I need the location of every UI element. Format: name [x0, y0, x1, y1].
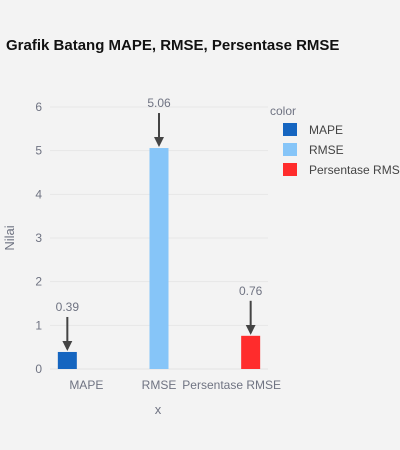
x-tick-label-rmse: RMSE: [142, 378, 177, 392]
x-tick-label-persentase-rmse: Persentase RMSE: [182, 378, 281, 392]
y-tick-label-5: 5: [35, 144, 42, 158]
y-tick-label-3: 3: [35, 231, 42, 245]
y-tick-label-2: 2: [35, 275, 42, 289]
y-tick-label-6: 6: [35, 100, 42, 114]
legend-label-persentase-rmse: Persentase RMS: [309, 163, 400, 177]
x-axis-ticks: MAPE RMSE Persentase RMSE: [69, 378, 281, 392]
y-tick-label-4: 4: [35, 187, 42, 201]
y-axis-ticks: 0 1 2 3 4 5 6: [35, 100, 42, 376]
legend-swatch-mape: [283, 123, 297, 136]
bar-persentase-rmse: [241, 335, 261, 369]
y-tick-label-0: 0: [35, 362, 42, 376]
bar-mape: [57, 351, 77, 369]
bars: [57, 148, 261, 369]
x-axis-title: x: [155, 402, 162, 417]
annotation-label-mape: 0.39: [56, 300, 80, 314]
legend-title: color: [270, 104, 296, 118]
annotations: 0.39 5.06 0.76: [56, 96, 263, 351]
legend-label-rmse: RMSE: [309, 143, 344, 157]
annotation-label-rmse: 5.06: [147, 96, 171, 110]
annotation-label-persentase-rmse: 0.76: [239, 284, 263, 298]
legend-label-mape: MAPE: [309, 123, 343, 137]
legend: color MAPE RMSE Persentase RMS: [270, 104, 400, 177]
chart-title: Grafik Batang MAPE, RMSE, Persentase RMS…: [6, 37, 339, 54]
bar-rmse: [149, 148, 169, 369]
y-tick-label-1: 1: [35, 318, 42, 332]
legend-swatch-rmse: [283, 143, 297, 156]
y-axis-title: Nilai: [2, 225, 17, 250]
legend-swatch-persentase-rmse: [283, 163, 297, 176]
x-tick-label-mape: MAPE: [69, 378, 103, 392]
